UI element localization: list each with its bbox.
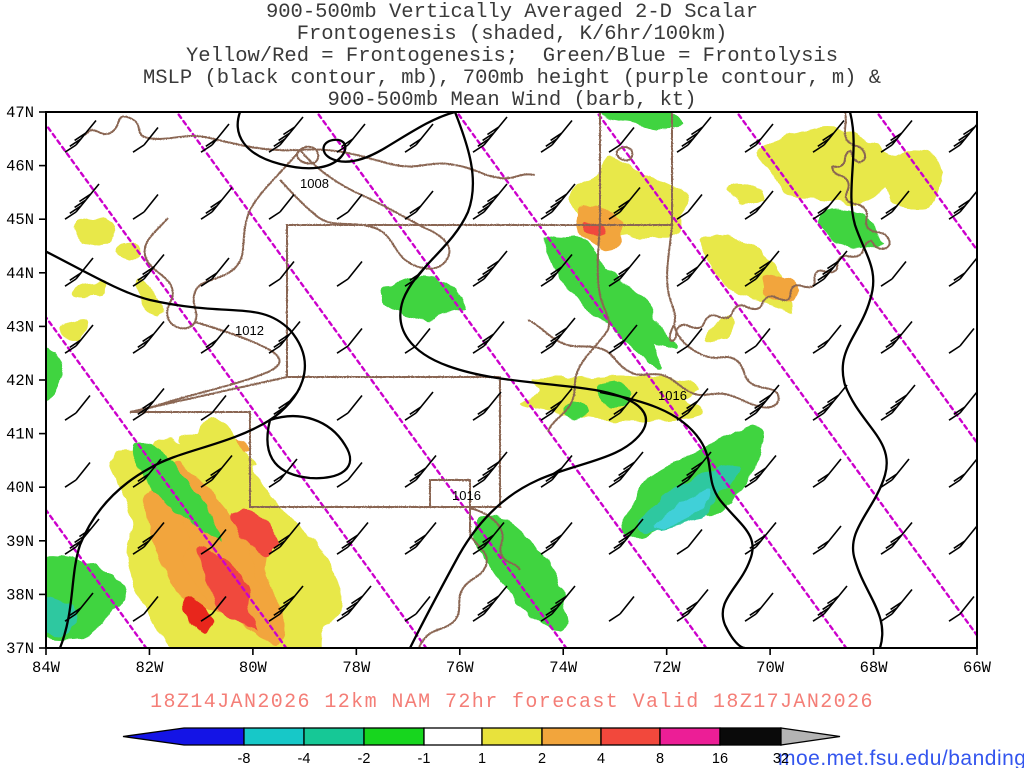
svg-text:1012: 1012 (235, 323, 264, 338)
svg-text:70W: 70W (756, 659, 785, 677)
svg-text:68W: 68W (860, 659, 889, 677)
svg-text:8: 8 (656, 751, 664, 767)
svg-text:46N: 46N (6, 158, 34, 176)
svg-text:40N: 40N (6, 479, 34, 497)
svg-text:1016: 1016 (452, 488, 481, 503)
svg-text:1016: 1016 (658, 388, 687, 403)
svg-text:16: 16 (712, 751, 728, 767)
svg-text:37N: 37N (6, 640, 34, 658)
svg-text:-1: -1 (418, 751, 431, 767)
svg-text:66W: 66W (963, 659, 992, 677)
svg-text:41N: 41N (6, 426, 34, 444)
svg-text:-2: -2 (358, 751, 371, 767)
svg-text:38N: 38N (6, 586, 34, 604)
svg-text:78W: 78W (342, 659, 371, 677)
svg-text:43N: 43N (6, 318, 34, 336)
svg-text:42N: 42N (6, 372, 34, 390)
svg-text:39N: 39N (6, 533, 34, 551)
svg-text:-8: -8 (238, 751, 251, 767)
svg-text:45N: 45N (6, 211, 34, 229)
svg-text:2: 2 (538, 751, 546, 767)
svg-text:44N: 44N (6, 265, 34, 283)
svg-text:72W: 72W (653, 659, 682, 677)
svg-text:1008: 1008 (300, 176, 329, 191)
svg-text:84W: 84W (32, 659, 61, 677)
svg-text:74W: 74W (549, 659, 578, 677)
svg-text:80W: 80W (239, 659, 268, 677)
svg-text:82W: 82W (135, 659, 164, 677)
svg-text:47N: 47N (6, 104, 34, 122)
svg-text:76W: 76W (446, 659, 475, 677)
svg-text:1: 1 (478, 751, 486, 767)
svg-text:4: 4 (597, 751, 605, 767)
svg-text:32: 32 (773, 751, 789, 767)
svg-text:-4: -4 (298, 751, 311, 767)
